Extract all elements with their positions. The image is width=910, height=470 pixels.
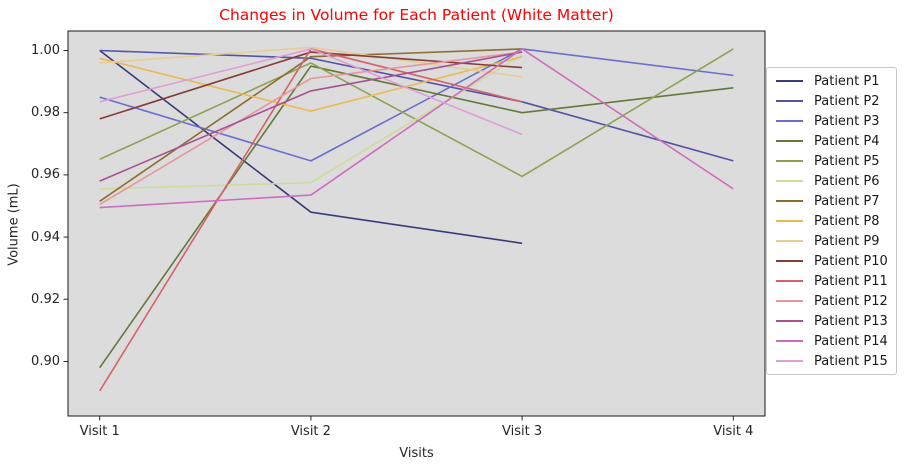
legend-line-swatch (776, 320, 803, 322)
x-tick-label: Visit 2 (290, 424, 331, 439)
legend-item-p9: Patient P9 (767, 232, 896, 251)
legend-item-p7: Patient P7 (767, 192, 896, 211)
legend-line-swatch (776, 240, 803, 242)
legend-line-swatch (776, 260, 803, 262)
series-line-p15 (99, 48, 523, 136)
legend-label: Patient P14 (814, 333, 888, 349)
legend-line-swatch (776, 220, 803, 222)
legend-label: Patient P13 (814, 313, 888, 329)
series-line-p8 (99, 55, 523, 112)
legend-label: Patient P6 (814, 173, 880, 189)
series-line-p1 (99, 49, 523, 245)
legend-line-swatch (776, 300, 803, 302)
legend-line-swatch (776, 200, 803, 202)
legend-line-swatch (776, 120, 803, 122)
series-line-p13 (99, 51, 523, 182)
legend-item-p1: Patient P1 (767, 72, 896, 91)
legend-line-swatch (776, 280, 803, 282)
x-tick-label: Visit 1 (79, 424, 120, 439)
plot-area (68, 31, 765, 416)
legend-line-swatch (776, 140, 803, 142)
legend-item-p10: Patient P10 (767, 252, 896, 271)
axes-spines (67, 30, 766, 417)
legend-item-p13: Patient P13 (767, 312, 896, 331)
legend-item-p11: Patient P11 (767, 272, 896, 291)
legend-label: Patient P9 (814, 233, 880, 249)
legend-item-p15: Patient P15 (767, 352, 896, 371)
series-line-p7 (99, 48, 523, 202)
x-axis-label: Visits (399, 446, 434, 461)
legend-item-p8: Patient P8 (767, 212, 896, 231)
legend-label: Patient P11 (814, 273, 888, 289)
legend-line-swatch (776, 180, 803, 182)
x-tick-label: Visit 4 (713, 424, 754, 439)
legend-item-p12: Patient P12 (767, 292, 896, 311)
y-tick-label: 0.98 (31, 105, 60, 121)
y-tick-label: 0.90 (31, 353, 60, 369)
legend-item-p3: Patient P3 (767, 112, 896, 131)
chart-title: Changes in Volume for Each Patient (Whit… (219, 6, 614, 24)
series-line-p14 (99, 48, 734, 209)
legend-item-p6: Patient P6 (767, 172, 896, 191)
x-tick-label: Visit 3 (502, 424, 543, 439)
series-line-p12 (99, 51, 523, 206)
series-line-p4 (99, 65, 734, 369)
legend-label: Patient P3 (814, 113, 880, 129)
legend-label: Patient P12 (814, 293, 888, 309)
legend-item-p5: Patient P5 (767, 152, 896, 171)
y-tick-label: 0.96 (31, 167, 60, 183)
legend-item-p4: Patient P4 (767, 132, 896, 151)
legend-line-swatch (776, 340, 803, 342)
legend-label: Patient P5 (814, 153, 880, 169)
legend-label: Patient P1 (814, 73, 880, 89)
legend-label: Patient P10 (814, 253, 888, 269)
legend-label: Patient P8 (814, 213, 880, 229)
legend-line-swatch (776, 360, 803, 362)
y-tick-label: 0.92 (31, 291, 60, 307)
series-line-p10 (99, 51, 523, 120)
y-tick-label: 1.00 (31, 42, 60, 58)
legend-item-p14: Patient P14 (767, 332, 896, 351)
legend-item-p2: Patient P2 (767, 92, 896, 111)
legend-line-swatch (776, 160, 803, 162)
legend-label: Patient P2 (814, 93, 880, 109)
legend-label: Patient P4 (814, 133, 880, 149)
legend: Patient P1 Patient P2 Patient P3 Patient P4… (766, 67, 897, 375)
series-line-p9 (99, 46, 523, 78)
series-lines (99, 46, 734, 392)
legend-label: Patient P15 (814, 353, 888, 369)
legend-line-swatch (776, 80, 803, 82)
tick-marks (63, 49, 734, 421)
legend-label: Patient P7 (814, 193, 880, 209)
y-tick-label: 0.94 (31, 229, 60, 245)
legend-line-swatch (776, 100, 803, 102)
